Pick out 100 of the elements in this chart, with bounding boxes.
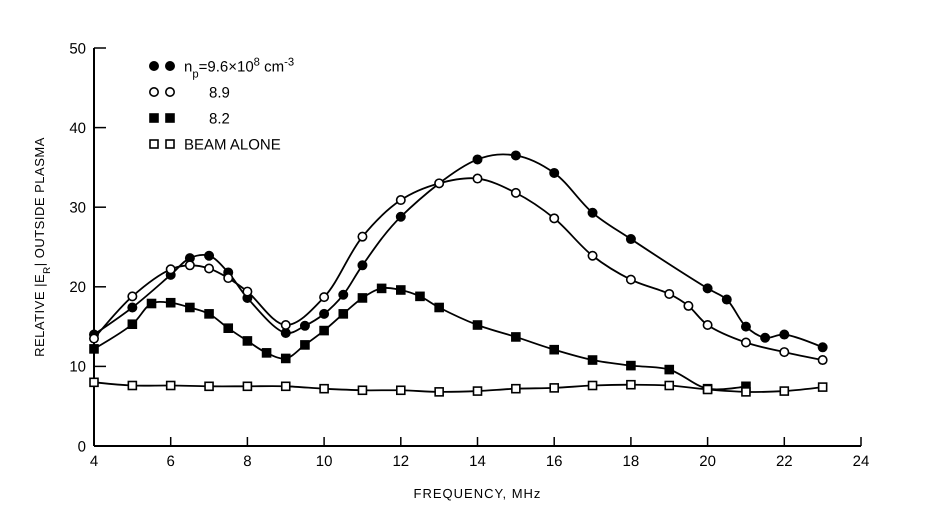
point <box>319 326 329 336</box>
point <box>472 174 482 184</box>
point <box>626 274 636 285</box>
point <box>166 380 176 390</box>
point <box>683 300 694 311</box>
point <box>740 322 751 332</box>
point <box>549 383 559 393</box>
point <box>549 213 560 224</box>
point <box>204 263 214 274</box>
point <box>472 154 482 164</box>
x-axis-title: FREQUENCY, MHz <box>414 486 542 501</box>
point <box>280 382 291 392</box>
point <box>510 188 521 198</box>
point <box>185 302 195 312</box>
point <box>242 382 252 392</box>
point <box>740 338 751 348</box>
point <box>588 250 598 261</box>
legend-label: 8.9 <box>209 84 230 102</box>
x-tick-label: 24 <box>852 453 870 470</box>
point <box>319 384 329 394</box>
point <box>376 284 386 294</box>
point <box>128 319 138 330</box>
point <box>242 336 252 346</box>
point <box>472 386 482 396</box>
point <box>722 294 732 305</box>
x-tick-label: 16 <box>546 453 563 470</box>
point <box>89 378 99 388</box>
y-tick-label: 0 <box>78 438 86 456</box>
point <box>664 380 674 390</box>
point <box>549 344 559 354</box>
point <box>818 382 828 392</box>
point <box>358 385 368 396</box>
point <box>300 320 310 331</box>
point <box>166 264 176 274</box>
y-tick-label: 40 <box>69 120 86 137</box>
point <box>319 308 330 319</box>
point <box>338 290 348 300</box>
point <box>127 291 138 302</box>
point <box>300 340 310 350</box>
x-tick-label: 8 <box>243 453 252 470</box>
x-tick-label: 20 <box>699 453 716 470</box>
point <box>89 344 99 354</box>
point <box>357 232 368 242</box>
point <box>280 354 291 364</box>
point <box>223 273 234 284</box>
point <box>549 168 560 178</box>
y-tick-label: 50 <box>69 40 86 58</box>
x-tick-label: 18 <box>622 453 640 470</box>
point <box>511 332 521 342</box>
point <box>779 347 790 358</box>
point <box>89 334 99 344</box>
point <box>396 385 406 396</box>
point <box>702 320 713 330</box>
point <box>780 386 790 396</box>
point <box>166 298 176 308</box>
point <box>472 320 482 330</box>
point <box>415 292 425 302</box>
point <box>511 384 521 394</box>
point <box>127 302 138 312</box>
point <box>223 323 234 333</box>
point <box>664 364 674 374</box>
point <box>741 387 751 397</box>
point <box>280 328 291 338</box>
point <box>626 360 636 370</box>
point <box>357 260 368 270</box>
point <box>588 355 598 365</box>
point <box>396 212 406 222</box>
point <box>818 342 828 352</box>
point <box>396 285 406 295</box>
point <box>204 250 214 261</box>
point <box>510 150 521 160</box>
y-tick-label: 20 <box>69 279 86 296</box>
x-tick-label: 10 <box>316 453 332 470</box>
point <box>818 355 828 366</box>
point <box>146 298 156 308</box>
legend-label: n$_{p}$=9.6×10$^{8}$ cm$^{-3}$ <box>184 56 294 80</box>
point <box>204 309 214 319</box>
point <box>434 387 444 397</box>
point <box>338 309 348 319</box>
point <box>262 348 272 358</box>
point <box>434 302 444 312</box>
point <box>626 380 636 390</box>
x-tick-label: 4 <box>90 453 98 470</box>
legend-label: 8.2 <box>209 110 230 128</box>
point <box>664 288 674 299</box>
y-tick-label: 10 <box>69 358 86 376</box>
point <box>760 332 770 343</box>
point <box>779 330 790 340</box>
point <box>588 208 598 218</box>
point <box>396 195 406 206</box>
legend-label: BEAM ALONE <box>184 136 281 154</box>
point <box>588 380 598 390</box>
point <box>184 260 195 270</box>
point <box>204 382 214 392</box>
point <box>128 380 138 390</box>
x-tick-label: 6 <box>166 453 175 470</box>
x-tick-label: 12 <box>392 453 410 470</box>
point <box>280 320 291 330</box>
point <box>626 234 636 244</box>
x-tick-label: 22 <box>776 453 793 470</box>
